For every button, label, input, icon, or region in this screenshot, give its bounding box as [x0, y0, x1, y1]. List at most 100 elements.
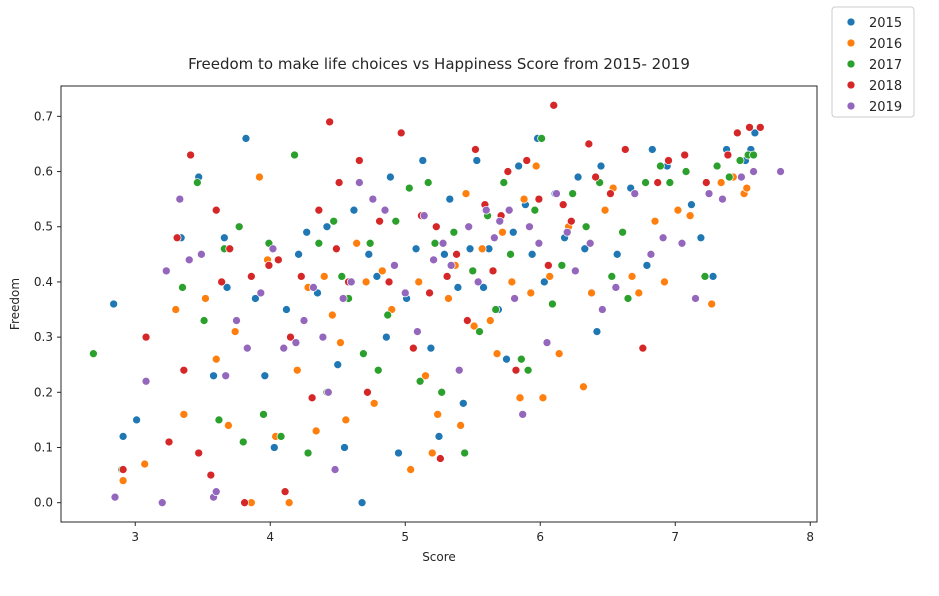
legend-marker	[846, 59, 856, 69]
data-point	[201, 294, 210, 303]
data-point	[359, 349, 368, 359]
data-point	[132, 415, 141, 425]
data-point	[437, 387, 447, 397]
data-point	[251, 294, 260, 303]
data-point	[707, 299, 717, 309]
data-point	[380, 205, 390, 215]
data-point	[430, 238, 440, 248]
data-point	[543, 261, 553, 270]
data-point	[383, 310, 393, 320]
data-point	[687, 200, 696, 210]
data-point	[355, 156, 364, 165]
data-point	[141, 332, 151, 342]
legend-label: 2018	[869, 79, 902, 94]
series-2016	[118, 161, 752, 508]
data-point	[531, 161, 541, 171]
legend-box	[831, 6, 915, 118]
data-point	[685, 211, 695, 221]
data-point	[584, 139, 594, 149]
data-point	[646, 249, 656, 259]
data-point	[431, 222, 441, 232]
data-point	[220, 233, 229, 243]
data-point	[638, 343, 648, 353]
data-point	[256, 288, 266, 298]
data-point	[618, 227, 627, 237]
data-point	[445, 194, 455, 204]
data-point	[680, 150, 690, 160]
data-point	[264, 261, 274, 270]
data-point	[311, 426, 321, 436]
data-point	[421, 371, 430, 381]
data-point	[534, 238, 544, 248]
data-point	[468, 266, 478, 276]
y-axis: 0.0 0.1 0.2 0.3 0.4 0.5 0.6 0.7	[34, 109, 61, 510]
data-point	[554, 349, 564, 359]
data-point	[247, 272, 256, 281]
data-point	[456, 421, 465, 430]
data-point	[325, 117, 334, 127]
data-point	[279, 343, 289, 353]
y-tick-label: 0.3	[34, 330, 53, 344]
data-point	[318, 332, 328, 342]
data-point	[534, 194, 544, 204]
data-point	[492, 349, 502, 359]
data-point	[375, 216, 384, 226]
data-point	[742, 183, 752, 193]
data-point	[518, 410, 528, 419]
data-point	[477, 244, 487, 254]
data-point	[330, 465, 340, 474]
data-point	[184, 255, 194, 265]
data-point	[499, 178, 509, 187]
data-point	[332, 244, 341, 254]
legend-marker	[846, 17, 856, 27]
legend-marker	[846, 38, 856, 48]
data-point	[175, 194, 185, 204]
data-point	[194, 448, 204, 458]
x-tick-label: 4	[266, 530, 274, 544]
data-point	[449, 227, 459, 237]
plot-area	[89, 100, 785, 508]
data-point	[415, 376, 425, 386]
data-point	[539, 277, 549, 287]
data-point	[419, 211, 429, 221]
data-point	[510, 294, 519, 303]
data-point	[349, 205, 359, 215]
data-point	[394, 448, 403, 458]
data-point	[337, 272, 347, 281]
data-point	[282, 305, 291, 314]
data-point	[473, 277, 483, 287]
data-point	[545, 272, 555, 281]
data-point	[241, 134, 251, 143]
data-point	[438, 238, 448, 248]
data-point	[292, 365, 302, 375]
data-point	[390, 261, 399, 270]
data-point	[465, 244, 475, 254]
data-point	[240, 498, 249, 508]
data-point	[463, 316, 472, 325]
data-point	[255, 172, 264, 182]
data-point	[642, 261, 652, 270]
data-point	[461, 189, 471, 198]
data-point	[716, 178, 726, 187]
data-point	[274, 255, 283, 265]
data-point	[429, 255, 438, 265]
data-point	[329, 216, 339, 226]
data-point	[406, 465, 415, 474]
y-axis-label: Freedom	[8, 278, 22, 330]
data-point	[161, 266, 171, 276]
data-point	[481, 205, 491, 215]
data-point	[464, 222, 474, 232]
data-point	[425, 288, 434, 298]
data-point	[444, 294, 453, 303]
data-point	[650, 216, 660, 226]
data-point	[538, 393, 548, 403]
data-point	[294, 249, 303, 259]
data-point	[537, 134, 546, 143]
data-point	[426, 343, 436, 353]
data-point	[341, 415, 351, 425]
data-point	[503, 167, 513, 176]
x-tick-label: 3	[131, 530, 139, 544]
legend-item-2018: 2018	[846, 79, 902, 94]
data-point	[525, 222, 534, 232]
data-point	[89, 349, 98, 359]
